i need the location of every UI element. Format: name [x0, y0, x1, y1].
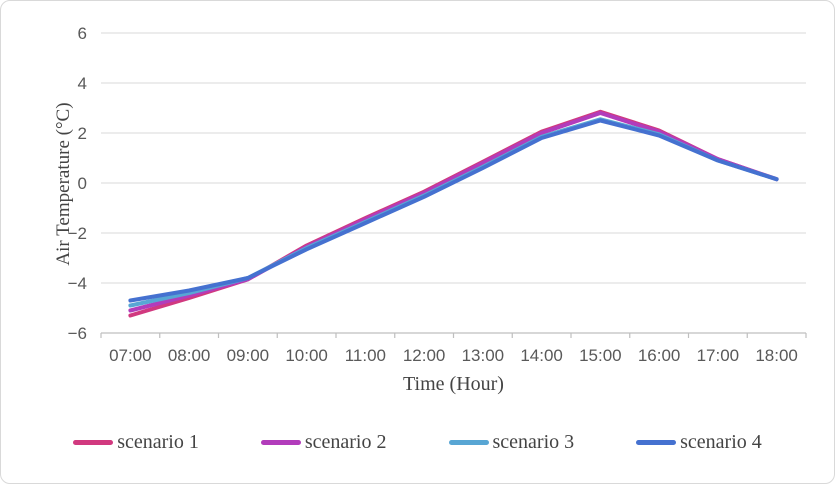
x-tick-label: 08:00	[168, 346, 211, 365]
legend-swatch-icon	[73, 440, 114, 445]
legend-swatch-icon	[260, 440, 301, 445]
legend-label: scenario 3	[492, 431, 575, 453]
legend-item-4: scenario 4	[636, 431, 762, 454]
x-tick-label: 16:00	[638, 346, 681, 365]
y-tick-label: −4	[68, 274, 87, 293]
x-tick-label: 07:00	[109, 346, 152, 365]
series-line-3	[128, 117, 779, 308]
y-tick-label: 4	[78, 74, 87, 93]
y-tick-label: 6	[78, 24, 87, 43]
x-tick-label: 18:00	[755, 346, 798, 365]
legend-label: scenario 2	[304, 431, 387, 453]
x-tick-label: 11:00	[345, 346, 386, 365]
y-tick-label: −2	[68, 224, 87, 243]
legend: scenario 1 scenario 2 scenario 3 scenario 4	[1, 431, 834, 454]
x-tick-label: 17:00	[697, 346, 740, 365]
x-tick-label: 14:00	[520, 346, 563, 365]
legend-label: scenario 1	[117, 431, 199, 453]
x-tick-label: 12:00	[403, 346, 446, 365]
series-line-4	[128, 118, 779, 303]
legend-swatch-icon	[448, 440, 489, 445]
y-tick-label: 0	[78, 174, 87, 193]
legend-item-2: scenario 2	[260, 431, 387, 454]
x-tick-label: 10:00	[285, 346, 328, 365]
legend-item-1: scenario 1	[73, 431, 199, 454]
legend-swatch-icon	[636, 440, 677, 445]
x-tick-label: 13:00	[462, 346, 505, 365]
y-tick-label: 2	[78, 124, 87, 143]
legend-item-3: scenario 3	[448, 431, 575, 454]
x-tick-label: 09:00	[227, 346, 270, 365]
y-tick-label: −6	[68, 324, 87, 343]
plot-area: 6 4 2 0 −2 −4 −6 07:00 08:00 09:00 10:00 11:00 12:00…	[68, 24, 807, 365]
legend-label: scenario 4	[680, 431, 762, 453]
x-axis-title: Time (Hour)	[403, 373, 504, 395]
x-tick-label: 15:00	[579, 346, 622, 365]
